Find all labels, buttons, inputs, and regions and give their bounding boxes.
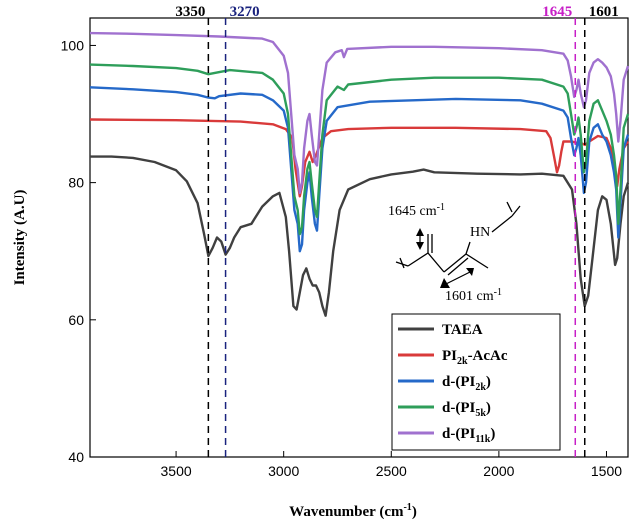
series-lines [89,31,630,317]
x-tick-label: 2500 [376,463,407,479]
y-tick-label: 60 [68,312,84,328]
legend-label-2: PI2k-AcAc [442,348,508,367]
chem-arrowhead [416,242,424,250]
reference-label-3270: 3270 [230,4,260,20]
chem-arrowhead [440,278,450,288]
x-tick-label: 3000 [268,463,299,479]
chem-bond [407,252,429,267]
alkene-annotation: 1601 cm-1 [445,287,502,304]
chemical-structure-inset: HN 1645 cm-1 1601 cm-1 [388,201,521,304]
legend-label-1: TAEA [442,322,483,338]
chem-bond [447,257,469,276]
chem-bond [491,215,513,233]
x-axis-label: Wavenumber (cm-1) [289,502,417,520]
legend: TAEA PI2k-AcAc d-(PI2k) d-(PI5k) d-(PI11k) [391,313,561,451]
series-line-3 [89,86,630,253]
reference-label-1601: 1601 [589,4,619,20]
y-axis-label: Intensity (A.U) [12,190,28,286]
chem-bond [427,252,445,273]
carbonyl-annotation: 1645 cm-1 [388,202,445,219]
chem-bond [465,241,471,255]
plot-frame [89,17,629,458]
chem-bond [511,205,521,217]
axis-ticks: 3500 3000 2500 2000 1500 40 60 80 100 [61,37,623,479]
x-tick-label: 1500 [591,463,622,479]
series-line-1 [90,155,630,317]
x-tick-label: 2000 [483,463,514,479]
chem-bond [465,253,489,269]
chem-arrowhead [466,268,474,276]
reference-label-3350: 3350 [175,4,205,20]
reference-label-1645: 1645 [542,4,572,20]
y-tick-label: 80 [68,175,84,191]
chem-amine-label: HN [470,225,490,240]
y-tick-label: 40 [68,449,84,465]
series-line-4 [89,63,630,236]
chem-arrowhead [416,228,424,236]
series-line-2 [89,118,630,198]
legend-label-4: d-(PI5k) [442,400,491,419]
y-tick-label: 100 [61,37,85,53]
chem-bond [443,253,467,273]
legend-label-3: d-(PI2k) [442,374,491,393]
x-tick-label: 3500 [161,463,192,479]
chem-arrow [445,271,471,285]
chem-bond [399,257,405,269]
chem-bond [506,201,513,213]
reference-lines: 3350 3270 1645 1601 [175,4,619,457]
series-line-5 [89,31,630,195]
legend-label-5: d-(PI11k) [442,426,495,445]
